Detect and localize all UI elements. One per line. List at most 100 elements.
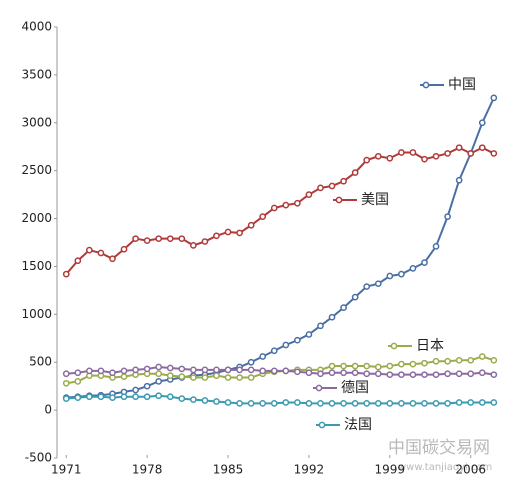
point bbox=[294, 399, 301, 406]
point bbox=[305, 331, 313, 338]
point bbox=[97, 393, 105, 401]
point bbox=[432, 152, 440, 160]
point bbox=[97, 367, 105, 375]
point bbox=[86, 367, 93, 375]
point bbox=[62, 379, 70, 387]
point bbox=[178, 365, 186, 373]
point bbox=[109, 255, 116, 263]
point bbox=[259, 400, 267, 407]
point bbox=[478, 119, 486, 127]
point bbox=[86, 246, 93, 254]
point bbox=[213, 398, 220, 405]
series-label: 美国 bbox=[361, 192, 389, 208]
point bbox=[444, 400, 451, 407]
y-tick-label: 3000 bbox=[21, 115, 52, 129]
point bbox=[120, 373, 128, 380]
point bbox=[132, 235, 139, 243]
point bbox=[351, 293, 359, 301]
point bbox=[374, 363, 382, 371]
point bbox=[490, 356, 498, 364]
point bbox=[351, 369, 359, 377]
point bbox=[259, 213, 267, 220]
point bbox=[490, 371, 498, 379]
label-marker bbox=[390, 342, 398, 350]
point bbox=[166, 235, 174, 243]
point bbox=[259, 353, 267, 360]
point bbox=[444, 150, 451, 157]
point bbox=[444, 357, 451, 365]
point bbox=[421, 155, 428, 163]
point bbox=[294, 336, 301, 344]
point bbox=[386, 362, 394, 370]
point bbox=[224, 366, 232, 374]
point bbox=[86, 393, 93, 401]
point bbox=[478, 353, 486, 360]
point bbox=[328, 369, 336, 377]
watermark-url: www.tanjiaoyi.com bbox=[398, 462, 492, 473]
point bbox=[201, 397, 209, 404]
series-label: 中国 bbox=[448, 77, 476, 93]
point bbox=[294, 199, 301, 207]
point bbox=[247, 366, 255, 374]
point bbox=[282, 201, 290, 209]
point bbox=[478, 399, 486, 406]
y-tick-label: 1500 bbox=[21, 259, 52, 273]
y-tick-label: 2000 bbox=[21, 211, 52, 225]
point bbox=[421, 400, 428, 407]
point bbox=[166, 372, 174, 379]
point bbox=[143, 382, 151, 390]
point bbox=[247, 400, 255, 407]
point bbox=[432, 357, 440, 365]
point bbox=[398, 400, 405, 407]
point bbox=[282, 341, 290, 349]
point bbox=[386, 400, 394, 407]
point bbox=[247, 374, 255, 381]
point bbox=[409, 265, 417, 272]
point bbox=[62, 270, 70, 278]
point bbox=[132, 386, 139, 394]
point bbox=[328, 313, 336, 321]
point bbox=[155, 378, 163, 385]
point bbox=[270, 367, 278, 375]
point bbox=[328, 362, 336, 370]
point bbox=[490, 399, 498, 406]
point bbox=[178, 235, 186, 243]
point bbox=[455, 176, 463, 184]
y-tick-label: 2500 bbox=[21, 163, 52, 177]
x-tick-label: 1992 bbox=[294, 463, 325, 477]
series-label: 法国 bbox=[344, 417, 372, 433]
series-line bbox=[66, 394, 494, 405]
point bbox=[120, 245, 128, 253]
point bbox=[166, 364, 174, 372]
point bbox=[421, 359, 428, 367]
label-marker bbox=[315, 384, 323, 392]
point bbox=[386, 154, 394, 162]
point bbox=[409, 371, 417, 379]
point bbox=[340, 304, 347, 311]
y-tick-label: 1000 bbox=[21, 307, 52, 321]
watermark: 中国碳交易网 bbox=[388, 438, 490, 458]
point bbox=[236, 400, 243, 407]
point bbox=[328, 400, 336, 407]
point bbox=[120, 367, 128, 375]
point bbox=[201, 366, 209, 374]
point bbox=[190, 366, 197, 374]
point bbox=[398, 270, 405, 278]
point bbox=[386, 371, 394, 379]
point bbox=[247, 221, 255, 229]
point bbox=[178, 395, 186, 402]
y-tick-label: -500 bbox=[25, 451, 52, 465]
point bbox=[74, 394, 82, 402]
point bbox=[143, 365, 151, 373]
point bbox=[62, 395, 70, 402]
point bbox=[270, 347, 278, 355]
point bbox=[490, 94, 498, 102]
point bbox=[74, 369, 82, 377]
point bbox=[478, 144, 486, 152]
point bbox=[363, 283, 371, 290]
point bbox=[190, 242, 197, 249]
point bbox=[363, 156, 371, 164]
x-tick-label: 1999 bbox=[375, 463, 406, 477]
point bbox=[374, 152, 382, 160]
point bbox=[351, 400, 359, 407]
